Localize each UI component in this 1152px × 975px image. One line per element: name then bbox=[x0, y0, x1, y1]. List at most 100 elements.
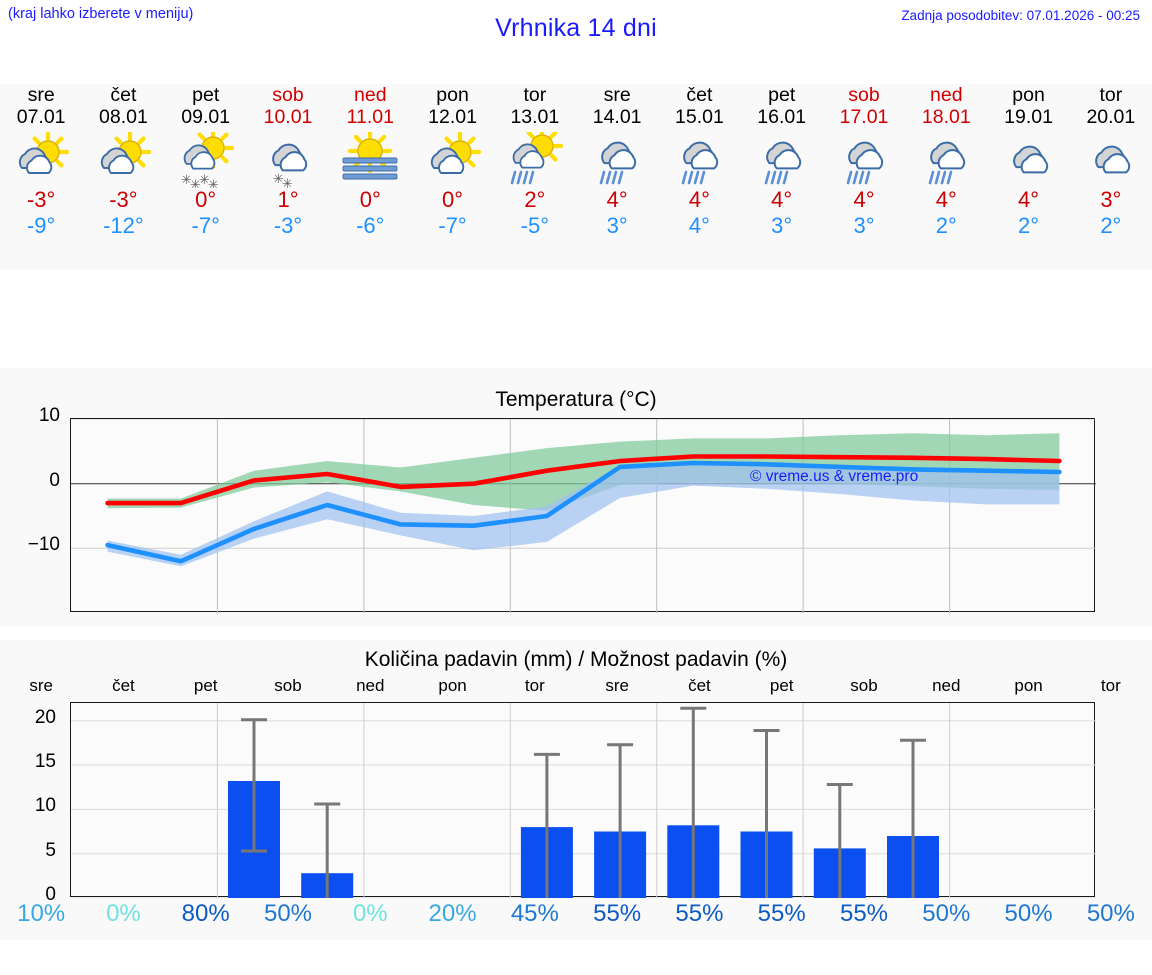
sun-fog-icon bbox=[331, 132, 409, 187]
temperature-y-tick-label: 0 bbox=[49, 469, 60, 491]
temperature-chart-title: Temperatura (°C) bbox=[495, 388, 657, 411]
precipitation-probability-label: 55% bbox=[757, 900, 806, 927]
cloud-icon bbox=[1072, 132, 1150, 187]
precipitation-probability-label: 0% bbox=[106, 900, 141, 927]
temp-min-value: 3° bbox=[853, 213, 875, 238]
day-date-label: 15.01 bbox=[675, 106, 724, 128]
day-of-week-label: čet bbox=[110, 84, 137, 106]
svg-text:✳: ✳ bbox=[208, 178, 219, 188]
day-date-label: 14.01 bbox=[592, 106, 642, 128]
page-header: (kraj lahko izberete v meniju) Vrhnika 1… bbox=[0, 0, 1152, 52]
temp-max-value: 0° bbox=[442, 187, 464, 212]
temp-max-value: -3° bbox=[26, 187, 56, 212]
temperature-chart-section: Temperatura (°C) 10 0 −10 bbox=[0, 368, 1152, 626]
precipitation-probability-label: 50% bbox=[263, 900, 313, 927]
day-of-week-label: sob bbox=[272, 84, 304, 106]
precipitation-day-label: sre bbox=[605, 676, 629, 695]
temp-max-value: 4° bbox=[688, 187, 710, 212]
precipitation-chart-section: Količina padavin (mm) / Možnost padavin … bbox=[0, 640, 1152, 940]
day-date-label: 17.01 bbox=[839, 106, 889, 128]
temp-max-value: 1° bbox=[277, 187, 299, 212]
temp-min-value: 2° bbox=[935, 213, 957, 238]
temp-max-value: 4° bbox=[1018, 187, 1040, 212]
temperature-y-tick-label: 10 bbox=[38, 405, 60, 426]
precipitation-day-label: ned bbox=[356, 676, 385, 695]
svg-text:✳: ✳ bbox=[282, 177, 293, 188]
temp-max-value: 0° bbox=[359, 187, 381, 212]
day-of-week-label: sre bbox=[603, 84, 631, 106]
precipitation-probability-label: 10% bbox=[17, 900, 66, 927]
svg-text:✳: ✳ bbox=[273, 172, 284, 187]
sun-cloud-icon bbox=[2, 132, 80, 187]
day-of-week-label: čet bbox=[686, 84, 713, 106]
forecast-day-column: sre 14.01 4° 3° bbox=[578, 84, 656, 238]
forecast-day-column: pet 16.01 4° 3° bbox=[743, 84, 821, 238]
day-date-label: 16.01 bbox=[757, 106, 807, 128]
precipitation-chart-title: Količina padavin (mm) / Možnost padavin … bbox=[364, 648, 788, 671]
temp-min-value: -9° bbox=[26, 213, 56, 238]
day-date-label: 09.01 bbox=[181, 106, 231, 128]
precipitation-day-label: tor bbox=[1100, 676, 1121, 695]
day-of-week-label: sob bbox=[848, 84, 880, 106]
temp-max-value: 4° bbox=[935, 187, 957, 212]
forecast-day-column: pon 12.01 0° -7° bbox=[414, 84, 492, 238]
temp-min-value: -7° bbox=[438, 213, 467, 238]
precipitation-probability-label: 20% bbox=[428, 900, 477, 927]
precipitation-bars-graphic bbox=[71, 703, 1096, 898]
forecast-day-column: pet 09.01 ✳ ✳ ✳ ✳ 0° -7° bbox=[167, 84, 245, 238]
page-title: Vrhnika 14 dni bbox=[495, 14, 657, 42]
forecast-day-column: sob 17.01 4° 3° bbox=[825, 84, 903, 238]
day-of-week-label: tor bbox=[523, 84, 547, 106]
temp-min-value: -3° bbox=[273, 213, 303, 238]
svg-text:✳: ✳ bbox=[181, 173, 192, 188]
day-of-week-label: pet bbox=[192, 84, 220, 106]
temp-max-value: 4° bbox=[771, 187, 793, 212]
precipitation-day-label: sob bbox=[274, 676, 302, 695]
temperature-y-tick-label: −10 bbox=[27, 534, 60, 556]
temp-min-value: -5° bbox=[520, 213, 550, 238]
precipitation-day-label: ned bbox=[932, 676, 961, 695]
precipitation-day-label: čet bbox=[688, 676, 711, 695]
cloud-icon bbox=[990, 132, 1068, 187]
precipitation-probability-label: 80% bbox=[181, 900, 230, 927]
temp-min-value: 3° bbox=[771, 213, 793, 238]
cloud-rain-icon bbox=[907, 132, 985, 187]
precipitation-probability-label: 55% bbox=[675, 900, 724, 927]
day-date-label: 08.01 bbox=[99, 106, 148, 128]
precipitation-probability-label: 55% bbox=[839, 900, 889, 927]
precipitation-day-label: sre bbox=[29, 676, 53, 695]
forecast-day-column: ned 18.01 4° 2° bbox=[907, 84, 985, 238]
cloud-rain-icon bbox=[578, 132, 656, 187]
day-date-label: 12.01 bbox=[428, 106, 477, 128]
day-of-week-label: ned bbox=[354, 84, 387, 106]
last-updated-text: Zadnja posodobitev: 07.01.2026 - 00:25 bbox=[901, 8, 1140, 23]
svg-text:✳: ✳ bbox=[199, 173, 210, 188]
forecast-day-column: sre 07.01 -3° -9° bbox=[2, 84, 80, 238]
sun-cloud-icon bbox=[414, 132, 492, 187]
temperature-plot-area bbox=[70, 418, 1096, 613]
forecast-day-column: pon 19.01 4° 2° bbox=[990, 84, 1068, 238]
temp-max-value: 4° bbox=[853, 187, 875, 212]
temp-min-value: 3° bbox=[606, 213, 628, 238]
daily-forecast-strip: sre 07.01 -3° -9° čet 08.01 -3° -12° pet 09.01 … bbox=[0, 84, 1152, 270]
day-of-week-label: pon bbox=[436, 84, 469, 106]
menu-hint-text: (kraj lahko izberete v meniju) bbox=[8, 6, 194, 22]
precipitation-probability-label: 50% bbox=[922, 900, 971, 927]
precipitation-y-tick-label: 5 bbox=[45, 839, 56, 861]
forecast-day-column: ned 11.01 0° -6° bbox=[331, 84, 409, 238]
precipitation-probability-label: 55% bbox=[593, 900, 642, 927]
sun-cloud-icon bbox=[84, 132, 162, 187]
precipitation-day-label: pon bbox=[438, 676, 467, 695]
temp-min-value: 4° bbox=[688, 213, 710, 238]
day-date-label: 20.01 bbox=[1086, 106, 1136, 128]
day-date-label: 07.01 bbox=[16, 106, 66, 128]
precipitation-y-tick-label: 20 bbox=[34, 706, 56, 728]
precipitation-day-label: pet bbox=[193, 676, 218, 695]
precipitation-y-tick-label: 0 bbox=[45, 884, 56, 905]
forecast-day-column: čet 15.01 4° 4° bbox=[660, 84, 738, 238]
temp-max-value: 4° bbox=[606, 187, 628, 212]
day-of-week-label: ned bbox=[930, 84, 963, 106]
temp-max-value: 2° bbox=[524, 187, 546, 212]
day-date-label: 19.01 bbox=[1004, 106, 1053, 128]
temp-min-value: -7° bbox=[191, 213, 220, 238]
